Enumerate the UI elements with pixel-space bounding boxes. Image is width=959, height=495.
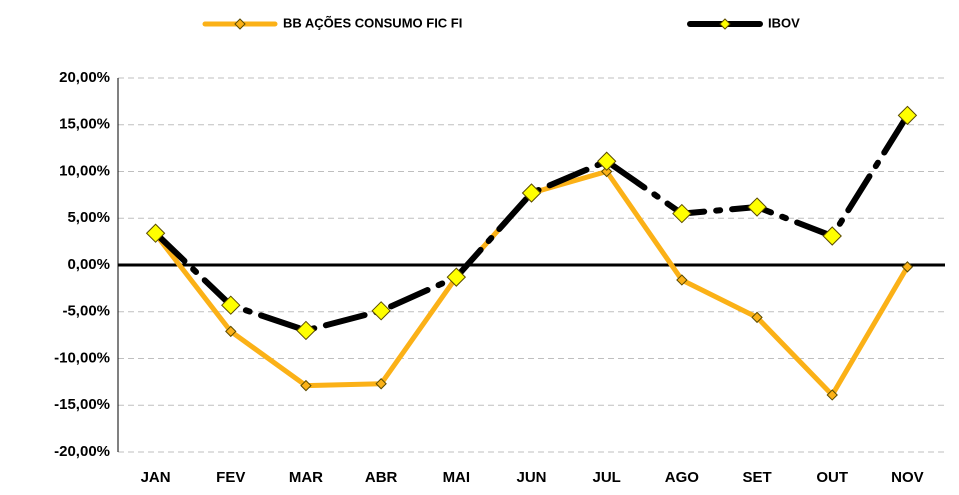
data-marker [296, 320, 316, 341]
legend-marker [234, 18, 246, 30]
data-marker [596, 151, 617, 171]
legend-marker [719, 18, 731, 30]
y-tick-label: -15,00% [54, 396, 110, 413]
data-marker [751, 311, 763, 324]
legend-label: IBOV [768, 15, 800, 30]
data-marker [901, 261, 914, 273]
data-marker [446, 267, 467, 287]
data-marker [747, 197, 767, 217]
y-tick-label: 0,00% [67, 256, 110, 273]
x-tick-label: ABR [365, 469, 398, 486]
x-tick-label: JUN [516, 469, 546, 486]
x-tick-label: AGO [665, 469, 700, 486]
x-tick-label: OUT [816, 469, 848, 486]
y-tick-label: 10,00% [59, 162, 110, 179]
x-tick-label: MAR [289, 469, 323, 486]
legend-label: BB AÇÕES CONSUMO FIC FI [283, 15, 462, 30]
data-marker [225, 325, 237, 338]
x-tick-label: FEV [216, 469, 245, 486]
data-marker [300, 379, 312, 392]
y-tick-label: 15,00% [59, 116, 110, 133]
series-line [152, 112, 911, 334]
data-marker [600, 165, 613, 178]
data-marker [371, 301, 391, 321]
series-line [153, 169, 910, 398]
data-marker [822, 226, 842, 246]
y-tick-label: -5,00% [62, 303, 110, 320]
y-tick-label: 5,00% [67, 209, 110, 226]
y-tick-label: -10,00% [54, 349, 110, 366]
x-tick-label: JUL [593, 469, 621, 486]
x-tick-label: MAI [443, 469, 471, 486]
data-marker [826, 389, 838, 401]
data-marker [672, 203, 692, 224]
x-tick-label: NOV [891, 469, 924, 486]
x-tick-label: JAN [141, 469, 171, 486]
data-marker [897, 105, 918, 126]
x-tick-label: SET [742, 469, 771, 486]
legend: BB AÇÕES CONSUMO FIC FI IBOV [202, 15, 800, 30]
y-tick-label: 20,00% [59, 69, 110, 86]
data-marker [521, 183, 542, 203]
data-marker [221, 295, 241, 315]
data-marker [375, 378, 387, 390]
data-marker [145, 223, 166, 243]
y-tick-label: -20,00% [54, 443, 110, 460]
data-marker [676, 274, 688, 286]
